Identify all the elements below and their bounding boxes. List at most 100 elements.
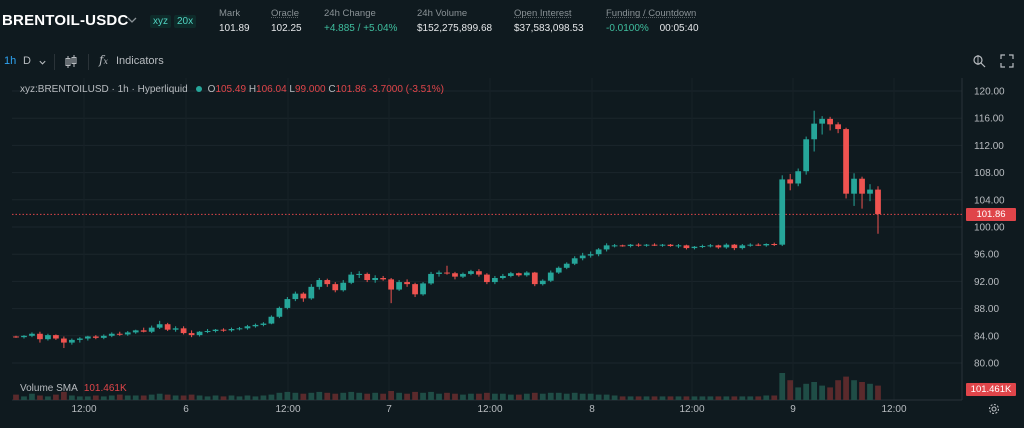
- candle-body: [388, 279, 395, 290]
- stat-value: +4.885 / +5.04%: [324, 23, 398, 34]
- candle-body: [260, 323, 267, 325]
- candle-body: [611, 245, 618, 247]
- fullscreen-icon[interactable]: [1000, 54, 1014, 68]
- candle-body: [37, 333, 43, 340]
- candle-body: [45, 335, 51, 340]
- stat-label[interactable]: Funding / Countdown: [606, 8, 697, 19]
- candle-body: [84, 336, 91, 339]
- volume-bar: [92, 395, 99, 400]
- volume-bar: [452, 393, 458, 400]
- interval-1h-button[interactable]: 1h: [4, 55, 17, 67]
- volume-bar: [476, 393, 482, 400]
- volume-bar: [29, 393, 35, 400]
- volume-bar: [340, 392, 347, 400]
- candle-body: [300, 293, 307, 299]
- volume-bar: [108, 395, 115, 400]
- candle-body: [651, 244, 658, 246]
- stat-value: 101.89: [219, 23, 250, 34]
- legend-low: 99.000: [294, 84, 326, 95]
- screenshot-icon[interactable]: [972, 54, 986, 68]
- candle-body: [172, 328, 179, 330]
- volume-bar: [412, 391, 418, 400]
- x-tick-label: 6: [183, 404, 189, 415]
- legend-title: xyz:BRENTOILUSD · 1h · Hyperliquid: [20, 84, 188, 95]
- volume-bar: [875, 385, 881, 400]
- candle-body: [228, 329, 235, 331]
- candle-body: [667, 244, 674, 247]
- candle-body: [507, 273, 514, 276]
- legend-close: 101.86: [335, 84, 367, 95]
- price-chart[interactable]: 120.00 116.00 112.00 108.00 104.00 100.00 96.0…: [0, 78, 1024, 428]
- candle-body: [867, 189, 873, 194]
- volume-bar: [380, 393, 387, 400]
- indicators-button[interactable]: Indicators: [116, 55, 164, 67]
- volume-bar: [53, 394, 59, 400]
- volume-bar: [715, 396, 722, 400]
- volume-bar: [132, 395, 139, 400]
- y-tick-label: 104.00: [974, 195, 1005, 206]
- candle-body: [308, 286, 315, 299]
- candle-body: [468, 271, 474, 274]
- volume-bar: [244, 395, 251, 400]
- candle-body: [843, 129, 849, 194]
- stat-mark: Mark 101.89: [219, 8, 250, 34]
- candle-body: [21, 335, 27, 338]
- volume-bar: [635, 396, 642, 400]
- volume-bar: [515, 394, 522, 400]
- candle-body: [124, 332, 131, 335]
- volume-bar: [21, 396, 27, 400]
- volume-bar: [619, 396, 626, 400]
- stat-label[interactable]: Oracle: [271, 8, 299, 19]
- candle-body: [92, 336, 99, 338]
- volume-bar: [308, 392, 315, 400]
- candle-body: [356, 273, 363, 275]
- candle-body: [196, 331, 203, 336]
- volume-bar: [571, 392, 578, 400]
- candlestick-type-icon[interactable]: [63, 54, 79, 70]
- legend-low-label: L: [289, 84, 295, 95]
- stat-label[interactable]: Open Interest: [514, 8, 572, 19]
- volume-bar: [499, 393, 506, 400]
- volume-bar: [739, 396, 746, 400]
- candle-body: [675, 245, 682, 247]
- market-symbol[interactable]: BRENTOIL-USDC: [2, 12, 129, 29]
- candle-body: [268, 316, 275, 324]
- candle-body: [332, 284, 339, 291]
- candle-body: [531, 272, 538, 285]
- volume-bar: [523, 393, 530, 400]
- volume-bar: [667, 396, 674, 400]
- volume-bar: [124, 395, 131, 400]
- settings-gear-icon[interactable]: [988, 403, 1000, 415]
- funding-rate: -0.0100%: [606, 23, 649, 34]
- volume-bar: [284, 391, 291, 400]
- chart-legend: xyz:BRENTOILUSD · 1h · Hyperliquid O105.4…: [20, 84, 444, 95]
- candle-body: [324, 280, 331, 285]
- candle-body: [547, 272, 554, 281]
- volume-bar: [196, 395, 203, 400]
- volume-bar: [563, 393, 570, 400]
- volume-bar: [731, 396, 738, 400]
- volume-tag: 101.461K: [966, 383, 1016, 396]
- candle-body: [364, 273, 371, 281]
- candle-body: [428, 273, 434, 284]
- candle-body: [579, 255, 586, 259]
- toolbar-divider: [88, 54, 89, 70]
- chevron-down-icon[interactable]: [38, 58, 47, 67]
- volume-bar: [699, 396, 706, 400]
- x-tick-label: 12:00: [881, 404, 906, 415]
- volume-bar: [539, 393, 546, 400]
- x-tick-label: 12:00: [71, 404, 96, 415]
- interval-d-button[interactable]: D: [23, 55, 31, 67]
- volume-bar: [436, 393, 442, 400]
- candle-body: [68, 339, 75, 343]
- volume-bar: [803, 383, 810, 400]
- volume-bar: [252, 396, 259, 400]
- candle-body: [603, 245, 610, 250]
- stat-label: 24h Volume: [417, 8, 468, 19]
- stat-24h-change: 24h Change +4.885 / +5.04%: [324, 8, 397, 34]
- candle-body: [476, 271, 482, 275]
- chevron-down-icon[interactable]: [126, 14, 138, 26]
- volume-bar: [747, 396, 754, 400]
- candle-body: [244, 326, 251, 329]
- legend-close-label: C: [328, 84, 336, 95]
